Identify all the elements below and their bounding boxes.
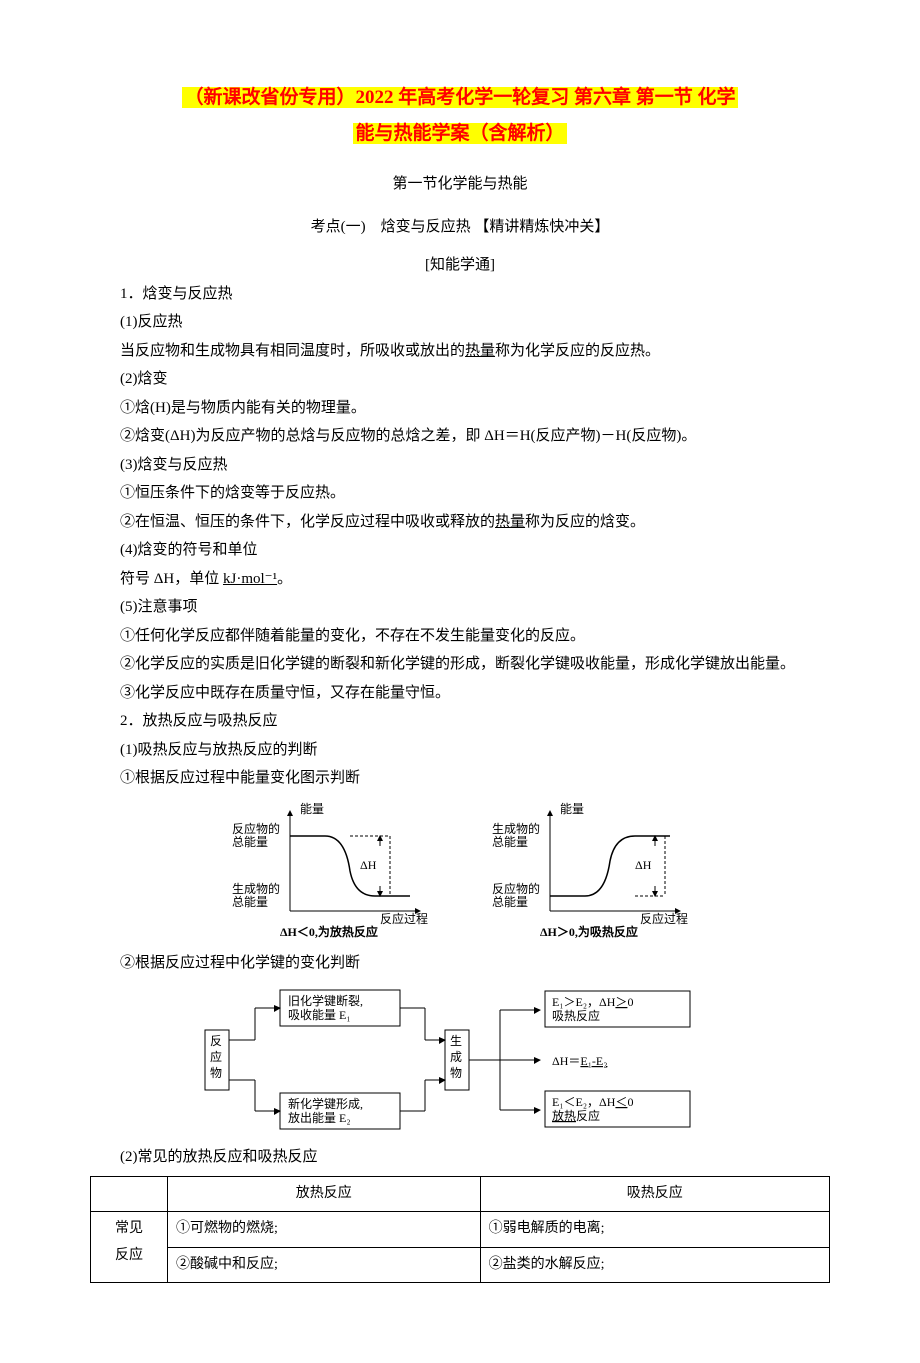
- svg-text:新化学键形成,放出能量 E₂: 新化学键形成,放出能量 E₂: [288, 1096, 363, 1125]
- para-1-11: (5)注意事项: [90, 593, 830, 622]
- table-cell: ②盐类的水解反应;: [480, 1247, 829, 1283]
- table-row: 放热反应 吸热反应: [91, 1176, 830, 1212]
- svg-text:反应物: 反应物: [210, 1034, 222, 1080]
- underline-heat-2: 热量: [495, 514, 525, 530]
- para-2-1: (1)吸热反应与放热反应的判断: [90, 736, 830, 765]
- para-1-4: ①焓(H)是与物质内能有关的物理量。: [90, 394, 830, 423]
- document-title: （新课改省份专用）2022 年高考化学一轮复习 第六章 第一节 化学 能与热能学…: [90, 80, 830, 152]
- svg-text:生成物的总能量: 生成物的总能量: [232, 881, 280, 909]
- para-1-1: (1)反应热: [90, 308, 830, 337]
- reaction-table: 放热反应 吸热反应 常见反应 ①可燃物的燃烧; ①弱电解质的电离; ②酸碱中和反…: [90, 1176, 830, 1284]
- para-1-14: ③化学反应中既存在质量守恒，又存在能量守恒。: [90, 679, 830, 708]
- para-1-12: ①任何化学反应都伴随着能量的变化，不存在不发生能量变化的反应。: [90, 622, 830, 651]
- title-line-2: 能与热能学案（含解析）: [353, 123, 566, 144]
- heading-2: 2．放热反应与吸热反应: [90, 707, 830, 736]
- title-line-1: （新课改省份专用）2022 年高考化学一轮复习 第六章 第一节 化学: [182, 87, 737, 108]
- para-1-3: (2)焓变: [90, 365, 830, 394]
- table-header-exo: 放热反应: [168, 1176, 481, 1212]
- energy-diagrams: 能量 反应过程 ΔH 反应物的总能量 生成物的总能量 ΔH＜0,为放热反应 能量…: [90, 801, 830, 941]
- underline-heat-1: 热量: [465, 343, 495, 359]
- svg-text:能量: 能量: [300, 802, 324, 816]
- table-cell: ②酸碱中和反应;: [168, 1247, 481, 1283]
- table-row: ②酸碱中和反应; ②盐类的水解反应;: [91, 1247, 830, 1283]
- svg-text:ΔH＜0,为放热反应: ΔH＜0,为放热反应: [280, 924, 378, 939]
- table-header-endo: 吸热反应: [480, 1176, 829, 1212]
- table-rowhead: 常见反应: [91, 1212, 168, 1283]
- svg-text:反应物的总能量: 反应物的总能量: [492, 881, 540, 909]
- table-cell: ①可燃物的燃烧;: [168, 1212, 481, 1248]
- heading-1: 1．焓变与反应热: [90, 280, 830, 309]
- para-1-7: ①恒压条件下的焓变等于反应热。: [90, 479, 830, 508]
- zhinen-label: [知能学通]: [90, 251, 830, 280]
- svg-text:ΔH＞0,为吸热反应: ΔH＞0,为吸热反应: [540, 924, 638, 939]
- bond-flowchart: 反应物 生成物 旧化学键断裂,吸收能量 E₁ 新化学键形成,放出能量 E₂ E₁…: [90, 985, 830, 1135]
- exothermic-diagram: 能量 反应过程 ΔH 反应物的总能量 生成物的总能量 ΔH＜0,为放热反应: [230, 801, 430, 941]
- svg-text:旧化学键断裂,吸收能量 E₁: 旧化学键断裂,吸收能量 E₁: [288, 993, 363, 1022]
- para-1-6: (3)焓变与反应热: [90, 451, 830, 480]
- svg-text:E₁＜E₂，ΔH＜0放热反应: E₁＜E₂，ΔH＜0放热反应: [552, 1095, 633, 1123]
- para-1-8: ②在恒温、恒压的条件下，化学反应过程中吸收或释放的热量称为反应的焓变。: [90, 508, 830, 537]
- underline-unit: kJ·mol⁻¹: [223, 571, 277, 587]
- para-1-9: (4)焓变的符号和单位: [90, 536, 830, 565]
- table-row: 常见反应 ①可燃物的燃烧; ①弱电解质的电离;: [91, 1212, 830, 1248]
- svg-text:ΔH: ΔH: [360, 858, 377, 872]
- svg-text:生成物的总能量: 生成物的总能量: [492, 821, 540, 849]
- para-1-2: 当反应物和生成物具有相同温度时，所吸收或放出的热量称为化学反应的反应热。: [90, 337, 830, 366]
- para-1-5: ②焓变(ΔH)为反应产物的总焓与反应物的总焓之差，即 ΔH＝H(反应产物)－H(…: [90, 422, 830, 451]
- para-1-13: ②化学反应的实质是旧化学键的断裂和新化学键的形成，断裂化学键吸收能量，形成化学键…: [90, 650, 830, 679]
- table-header-blank: [91, 1176, 168, 1212]
- svg-text:能量: 能量: [560, 802, 584, 816]
- kaodian-line: 考点(一) 焓变与反应热 【精讲精炼快冲关】: [90, 213, 830, 242]
- para-2-3: ②根据反应过程中化学键的变化判断: [90, 949, 830, 978]
- para-2-4: (2)常见的放热反应和吸热反应: [90, 1143, 830, 1172]
- table-cell: ①弱电解质的电离;: [480, 1212, 829, 1248]
- svg-text:反应物的总能量: 反应物的总能量: [232, 821, 280, 849]
- svg-text:ΔH: ΔH: [635, 858, 652, 872]
- svg-text:E₁＞E₂，ΔH＞0吸热反应: E₁＞E₂，ΔH＞0吸热反应: [552, 995, 633, 1023]
- svg-text:反应过程: 反应过程: [380, 911, 428, 926]
- svg-text:ΔH＝E₁-E₂: ΔH＝E₁-E₂: [552, 1054, 607, 1068]
- endothermic-diagram: 能量 反应过程 ΔH 生成物的总能量 反应物的总能量 ΔH＞0,为吸热反应: [490, 801, 690, 941]
- section-header: 第一节化学能与热能: [90, 170, 830, 199]
- svg-text:生成物: 生成物: [450, 1034, 462, 1080]
- para-1-10: 符号 ΔH，单位 kJ·mol⁻¹。: [90, 565, 830, 594]
- svg-text:反应过程: 反应过程: [640, 911, 688, 926]
- para-2-2: ①根据反应过程中能量变化图示判断: [90, 764, 830, 793]
